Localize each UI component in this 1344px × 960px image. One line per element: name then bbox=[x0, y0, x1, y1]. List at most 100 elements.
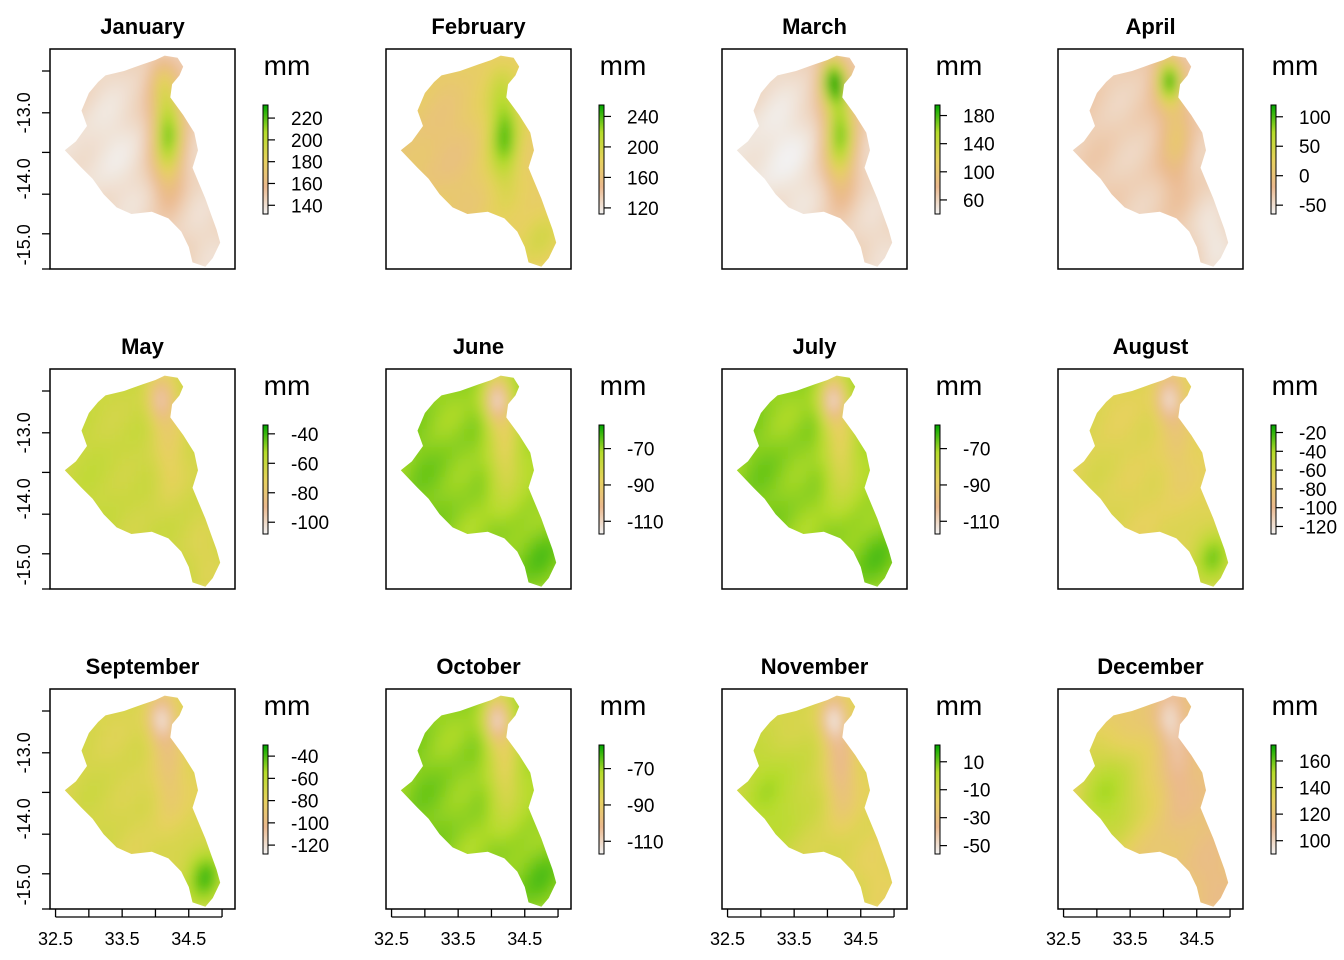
legend-tick-label: -90 bbox=[627, 796, 654, 817]
y-tick-label: -15.0 bbox=[14, 224, 34, 265]
panel-title: March bbox=[782, 14, 847, 39]
legend-title: mm bbox=[264, 370, 311, 401]
panel-title: June bbox=[453, 334, 504, 359]
y-tick-label: -14.0 bbox=[14, 798, 34, 839]
legend-tick-label: 140 bbox=[1299, 779, 1331, 800]
y-tick-label: -13.0 bbox=[14, 412, 34, 453]
legend-colorbar bbox=[1270, 424, 1277, 535]
legend-tick-label: 180 bbox=[963, 107, 995, 128]
precipitation-raster bbox=[400, 55, 557, 267]
map-panel-april: April mm 100 50 0 -50 bbox=[1057, 14, 1331, 270]
legend-colorbar bbox=[934, 104, 941, 215]
plot-frame bbox=[1057, 688, 1244, 910]
legend-tick-label: -20 bbox=[1299, 424, 1326, 445]
legend-title: mm bbox=[600, 690, 647, 721]
legend-tick-label: -110 bbox=[627, 512, 664, 533]
legend-tick-label: 240 bbox=[627, 107, 659, 128]
x-tick-label: 32.5 bbox=[374, 929, 409, 949]
panel-title: September bbox=[86, 654, 200, 679]
x-tick-label: 34.5 bbox=[843, 929, 878, 949]
panel-title: December bbox=[1097, 654, 1204, 679]
panel-title: July bbox=[792, 334, 837, 359]
map-panel-february: February mm 240 200 160 120 bbox=[385, 14, 659, 270]
x-tick-label: 32.5 bbox=[710, 929, 745, 949]
legend-title: mm bbox=[264, 690, 311, 721]
y-tick-label: -13.0 bbox=[14, 732, 34, 773]
legend-colorbar bbox=[1270, 744, 1277, 855]
legend-colorbar bbox=[262, 104, 269, 215]
legend-tick-label: 0 bbox=[1299, 167, 1310, 188]
map-panel-november: November 32.5 33.5 34.5 mm 10 -10 -30 -50 bbox=[710, 654, 990, 949]
legend-tick-label: -80 bbox=[291, 792, 318, 813]
legend-tick-label: -30 bbox=[963, 809, 990, 830]
legend-tick-label: -90 bbox=[627, 476, 654, 497]
plot-frame bbox=[49, 48, 236, 270]
x-tick-label: 33.5 bbox=[777, 929, 812, 949]
legend-colorbar bbox=[262, 744, 269, 855]
plot-frame bbox=[721, 48, 908, 270]
legend-tick-label: -40 bbox=[291, 747, 318, 768]
legend-tick-label: 160 bbox=[291, 174, 323, 195]
legend-colorbar bbox=[934, 424, 941, 535]
plot-frame bbox=[721, 368, 908, 590]
legend-title: mm bbox=[936, 690, 983, 721]
panel-title: April bbox=[1125, 14, 1175, 39]
plot-frame bbox=[385, 688, 572, 910]
legend-tick-label: -110 bbox=[963, 512, 1000, 533]
legend-tick-label: 120 bbox=[627, 199, 659, 220]
legend-title: mm bbox=[1272, 50, 1319, 81]
legend-title: mm bbox=[600, 50, 647, 81]
legend-colorbar bbox=[934, 744, 941, 855]
x-tick-label: 32.5 bbox=[38, 929, 73, 949]
y-tick-label: -14.0 bbox=[14, 158, 34, 199]
map-panel-august: August mm -20-40-60-80-100-120 bbox=[1057, 334, 1337, 590]
plot-frame bbox=[385, 48, 572, 270]
legend-tick-label: -70 bbox=[627, 440, 654, 461]
plot-frame bbox=[721, 688, 908, 910]
x-tick-label: 34.5 bbox=[171, 929, 206, 949]
precipitation-raster bbox=[64, 375, 221, 587]
legend-tick-label: -100 bbox=[1299, 499, 1337, 520]
plot-frame bbox=[385, 368, 572, 590]
legend-tick-label: 100 bbox=[963, 163, 995, 184]
x-tick-label: 33.5 bbox=[105, 929, 140, 949]
panel-title: October bbox=[436, 654, 521, 679]
legend-tick-label: 60 bbox=[963, 191, 984, 212]
legend-tick-label: 220 bbox=[291, 109, 323, 130]
legend-title: mm bbox=[600, 370, 647, 401]
y-tick-label: -15.0 bbox=[14, 544, 34, 585]
precipitation-raster bbox=[1072, 375, 1229, 587]
map-panel-march: March mm 180 140 100 60 bbox=[721, 14, 995, 270]
legend-tick-label: -120 bbox=[1299, 517, 1337, 538]
precipitation-raster bbox=[736, 695, 893, 907]
legend-tick-label: -100 bbox=[291, 513, 329, 534]
plot-frame bbox=[49, 368, 236, 590]
legend-tick-label: -50 bbox=[1299, 196, 1326, 217]
legend-colorbar bbox=[262, 424, 269, 535]
plot-frame bbox=[1057, 48, 1244, 270]
legend-tick-label: 50 bbox=[1299, 137, 1320, 158]
legend-tick-label: -10 bbox=[963, 781, 990, 802]
precipitation-raster bbox=[64, 695, 221, 907]
plot-frame bbox=[1057, 368, 1244, 590]
legend-tick-label: -80 bbox=[291, 484, 318, 505]
precipitation-raster bbox=[1072, 55, 1229, 267]
legend-tick-label: -120 bbox=[291, 836, 329, 857]
legend-colorbar bbox=[598, 424, 605, 535]
legend-tick-label: -80 bbox=[1299, 480, 1326, 501]
y-tick-label: -14.0 bbox=[14, 478, 34, 519]
legend-tick-label: 100 bbox=[1299, 108, 1331, 129]
y-tick-label: -13.0 bbox=[14, 92, 34, 133]
legend-tick-label: 140 bbox=[291, 196, 323, 217]
legend-title: mm bbox=[936, 370, 983, 401]
precipitation-raster bbox=[736, 55, 893, 267]
map-panel-december: December 32.5 33.5 34.5 mm 160 140 120 100 bbox=[1046, 654, 1331, 949]
legend-tick-label: -40 bbox=[291, 425, 318, 446]
legend-tick-label: -70 bbox=[963, 440, 990, 461]
legend-tick-label: 160 bbox=[1299, 752, 1331, 773]
legend-tick-label: 160 bbox=[627, 168, 659, 189]
x-tick-label: 34.5 bbox=[507, 929, 542, 949]
precipitation-raster bbox=[400, 695, 557, 907]
panel-title: August bbox=[1113, 334, 1189, 359]
